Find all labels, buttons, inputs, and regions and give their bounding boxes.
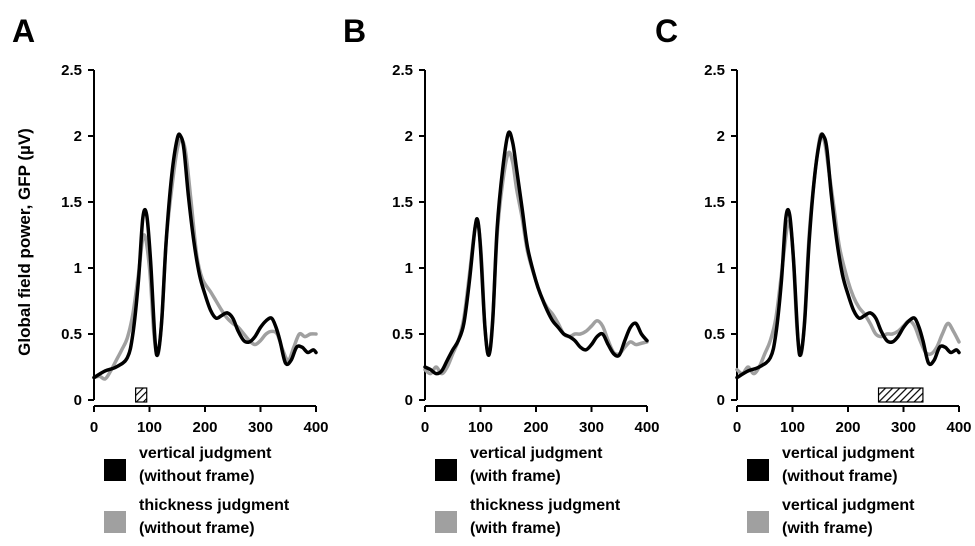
series-line-gray	[735, 132, 961, 376]
y-tick-label: 0.5	[704, 326, 725, 343]
legend-label: vertical judgment	[782, 497, 915, 514]
panel-letter: B	[343, 13, 366, 49]
series-line-black	[423, 130, 649, 376]
legend-swatch	[104, 511, 126, 533]
legend-label: (with frame)	[470, 520, 561, 537]
legend-label: (without frame)	[139, 468, 255, 485]
x-tick-label: 400	[303, 419, 328, 436]
legend-swatch	[104, 459, 126, 481]
x-tick-label: 200	[192, 419, 217, 436]
y-tick-label: 0	[717, 392, 725, 409]
significance-bar	[877, 387, 924, 403]
legend-label: thickness judgment	[470, 497, 621, 514]
x-tick-label: 0	[421, 419, 429, 436]
y-tick-label: 0	[74, 392, 82, 409]
legend-label: vertical judgment	[782, 445, 915, 462]
x-tick-label: 100	[468, 419, 493, 436]
y-tick-label: 2.5	[61, 62, 82, 79]
panel-a: A 0 0.5 1 1.5 2 2.5 0 100 200 300 400 vertical judgm…	[12, 13, 329, 537]
panel-letter: C	[655, 13, 678, 49]
y-tick-label: 2.5	[392, 62, 413, 79]
y-axis-label: Global field power, GFP (µV)	[15, 128, 34, 356]
y-tick-label: 1.5	[61, 194, 82, 211]
legend-label: vertical judgment	[139, 445, 272, 462]
y-tick-label: 2.5	[704, 62, 725, 79]
legend-label: thickness judgment	[139, 497, 290, 514]
x-tick-label: 0	[733, 419, 741, 436]
series-line-black	[735, 132, 961, 380]
y-tick-label: 1	[74, 260, 82, 277]
x-tick-label: 400	[634, 419, 659, 436]
significance-bar	[135, 387, 148, 403]
y-tick-label: 2	[74, 128, 82, 145]
legend-swatch	[435, 459, 457, 481]
legend-label: vertical judgment	[470, 445, 603, 462]
legend-label: (without frame)	[782, 468, 898, 485]
x-tick-label: 300	[891, 419, 916, 436]
legend-label: (with frame)	[782, 520, 873, 537]
y-tick-label: 0	[405, 392, 413, 409]
x-tick-label: 100	[137, 419, 162, 436]
legend-swatch	[747, 511, 769, 533]
y-tick-label: 1	[717, 260, 725, 277]
x-tick-label: 400	[946, 419, 971, 436]
y-tick-label: 1.5	[392, 194, 413, 211]
x-tick-label: 100	[780, 419, 805, 436]
y-tick-label: 0.5	[392, 326, 413, 343]
panel-b: B 0 0.5 1 1.5 2 2.5 0 100 200 300 400 vertical judgm…	[343, 13, 660, 537]
x-tick-label: 300	[248, 419, 273, 436]
y-tick-label: 2	[717, 128, 725, 145]
panel-letter: A	[12, 13, 35, 49]
y-tick-label: 0.5	[61, 326, 82, 343]
panel-c: C 0 0.5 1 1.5 2 2.5 0 100 200 300 400 vertical judgm…	[655, 13, 972, 537]
x-tick-label: 0	[90, 419, 98, 436]
x-tick-label: 300	[579, 419, 604, 436]
y-tick-label: 1	[405, 260, 413, 277]
y-tick-label: 1.5	[704, 194, 725, 211]
x-tick-label: 200	[523, 419, 548, 436]
y-tick-label: 2	[405, 128, 413, 145]
legend-swatch	[747, 459, 769, 481]
x-tick-label: 200	[835, 419, 860, 436]
legend-label: (with frame)	[470, 468, 561, 485]
legend-label: (without frame)	[139, 520, 255, 537]
legend-swatch	[435, 511, 457, 533]
series-line-gray	[92, 138, 318, 381]
series-line-black	[92, 132, 318, 380]
